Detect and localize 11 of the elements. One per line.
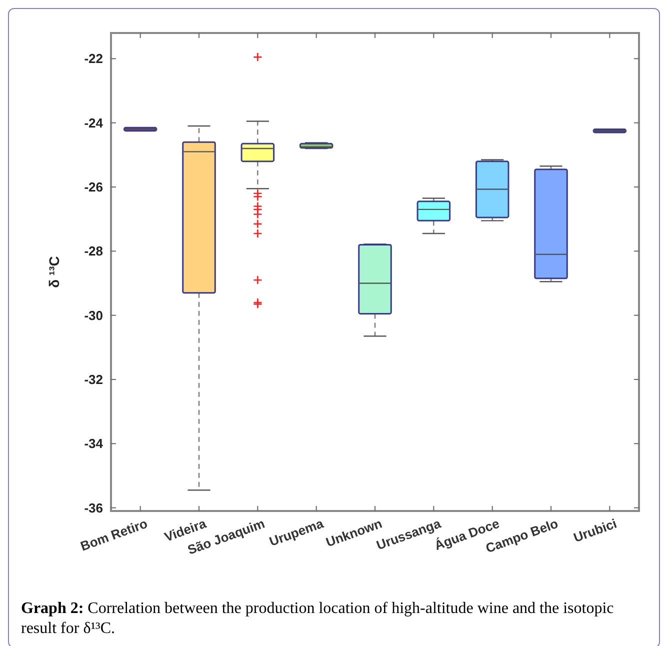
y-tick-label: -36 (84, 500, 103, 516)
x-tick-label: Bom Retiro (78, 516, 150, 554)
y-tick-label: -32 (84, 372, 103, 388)
caption: Graph 2: Correlation between the production location of high-altitude wine and the isotopic result for δ¹³C. (21, 600, 614, 637)
y-tick-label: -24 (84, 115, 104, 130)
y-tick-label: -28 (84, 244, 103, 259)
y-tick-label: -22 (84, 51, 103, 66)
y-tick-label: -34 (84, 436, 104, 452)
y-tick-label: -30 (84, 308, 103, 323)
y-tick-label: -26 (84, 180, 103, 195)
y-axis-title: δ ¹³C (46, 256, 62, 288)
